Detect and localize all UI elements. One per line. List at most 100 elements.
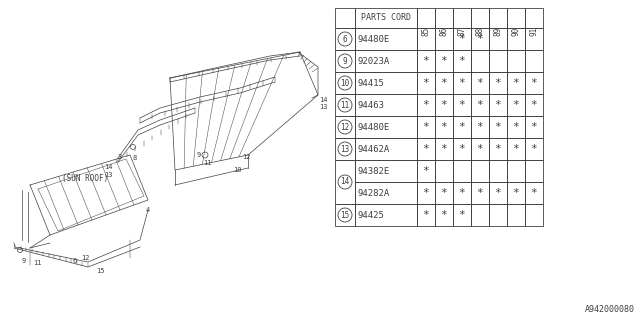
Text: 4: 4 [146,207,150,213]
Bar [435,72,453,94]
Text: 94282A: 94282A [358,188,390,197]
Text: *: * [422,56,429,66]
Bar [355,28,417,50]
Text: PARTS CORD: PARTS CORD [361,13,411,22]
Bar [525,8,543,28]
Bar [471,94,489,116]
Text: *: * [531,122,538,132]
Bar [453,138,471,160]
Bar [417,204,435,226]
Text: *: * [440,122,447,132]
Text: 13: 13 [319,104,328,110]
Bar [417,28,435,50]
Bar [507,94,525,116]
Bar [489,182,507,204]
Text: 3: 3 [118,154,122,160]
Bar [417,138,435,160]
Bar [453,8,471,28]
Text: 6: 6 [342,35,348,44]
Text: *: * [513,188,520,198]
Bar [355,8,417,28]
Bar [435,160,453,182]
Bar [355,182,417,204]
Text: 94382E: 94382E [358,166,390,175]
Bar [453,28,471,50]
Text: 94415: 94415 [358,78,385,87]
Bar [525,28,543,50]
Text: 10: 10 [233,167,241,173]
Bar [435,204,453,226]
Bar [335,138,355,160]
Bar [471,8,489,28]
Bar [435,94,453,116]
Bar [355,204,417,226]
Text: *: * [495,122,501,132]
Bar [435,116,453,138]
Bar [335,72,355,94]
Text: *: * [495,144,501,154]
Bar [525,160,543,182]
Bar [471,204,489,226]
Bar [525,116,543,138]
Text: *: * [495,78,501,88]
Text: 12: 12 [81,255,89,261]
Bar [489,72,507,94]
Bar [507,8,525,28]
Text: *: * [513,122,520,132]
Bar [525,182,543,204]
Text: *: * [459,144,465,154]
Bar [335,94,355,116]
Text: 90: 90 [511,27,520,36]
Bar [507,50,525,72]
Text: *: * [477,100,483,110]
Text: 15: 15 [96,268,104,274]
Text: 94425: 94425 [358,211,385,220]
Bar [471,50,489,72]
Text: *: * [440,56,447,66]
Text: 9: 9 [197,152,201,158]
Bar [471,182,489,204]
Bar [489,204,507,226]
Text: *: * [440,144,447,154]
Text: 88: 88 [476,27,484,36]
Bar [453,160,471,182]
Text: *: * [459,56,465,66]
Bar [417,116,435,138]
Text: 94463: 94463 [358,100,385,109]
Bar [355,72,417,94]
Text: 11: 11 [340,100,349,109]
Text: 85: 85 [422,27,431,36]
Text: 13: 13 [104,172,112,178]
Bar [435,28,453,50]
Text: *: * [477,78,483,88]
Bar [417,94,435,116]
Bar [435,8,453,28]
Bar [525,94,543,116]
Bar [525,138,543,160]
Text: 92023A: 92023A [358,57,390,66]
Text: *: * [459,210,465,220]
Text: 94462A: 94462A [358,145,390,154]
Bar [355,50,417,72]
Text: 8: 8 [133,155,137,161]
Text: *: * [422,166,429,176]
Bar [417,182,435,204]
Bar [507,138,525,160]
Bar [471,116,489,138]
Text: 14: 14 [319,97,328,103]
Text: *: * [477,188,483,198]
Text: *: * [459,78,465,88]
Bar [507,204,525,226]
Bar [453,182,471,204]
Text: *: * [422,122,429,132]
Text: 10: 10 [340,78,349,87]
Bar [507,72,525,94]
Text: *: * [459,34,465,44]
Bar [471,28,489,50]
Bar [435,182,453,204]
Bar [355,94,417,116]
Bar [525,204,543,226]
Text: *: * [440,210,447,220]
Bar [355,138,417,160]
Bar [489,160,507,182]
